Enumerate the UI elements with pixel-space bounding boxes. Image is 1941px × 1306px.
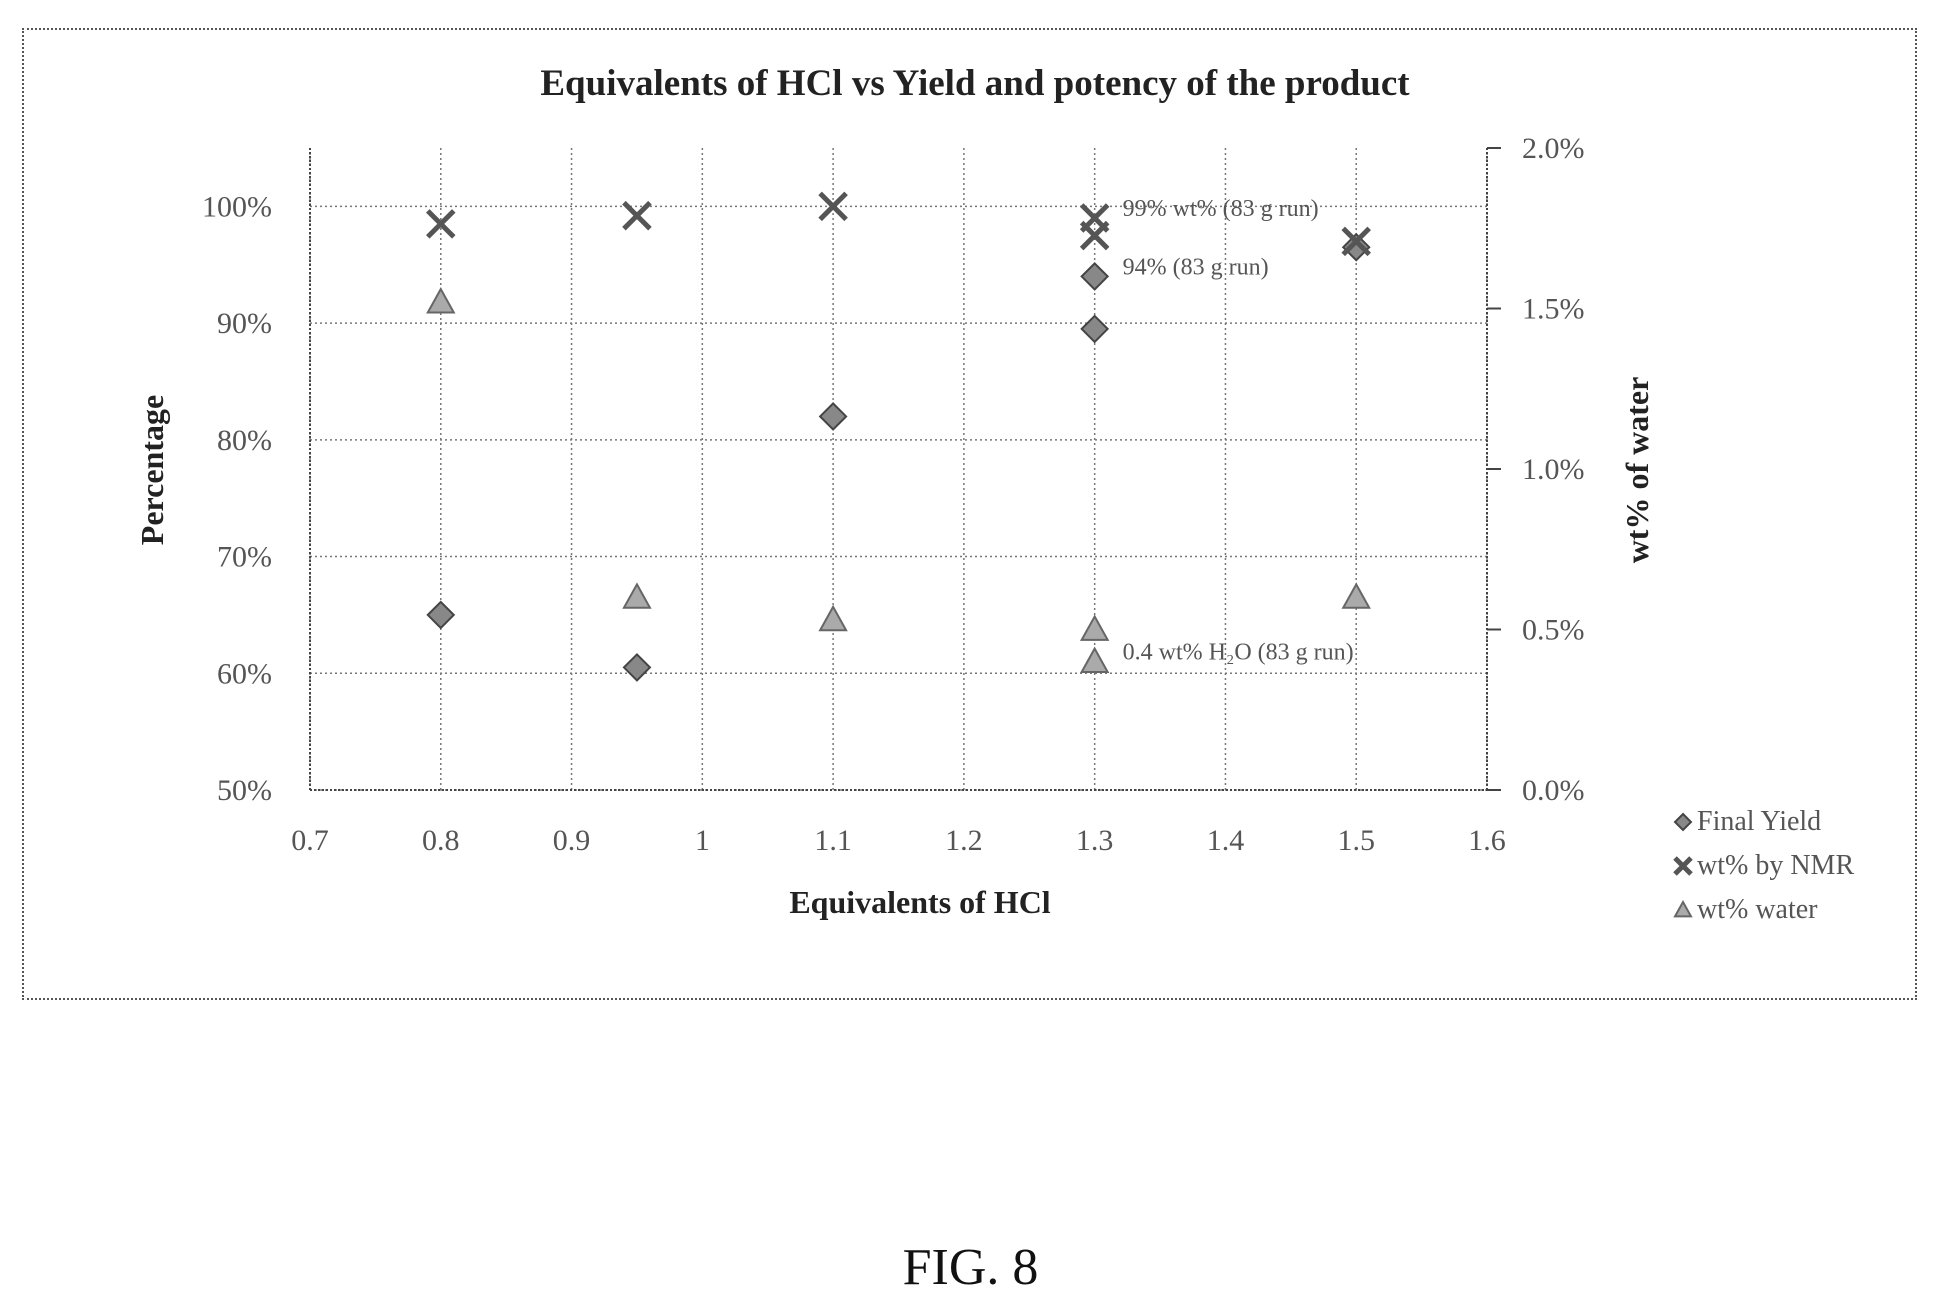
data-point-cross [818,191,848,222]
data-point-cross [1341,226,1371,257]
legend-entry: wt% by NMR [1697,850,1854,881]
data-point-triangle [818,604,848,632]
chart-frame [22,28,1917,1000]
legend-marker-triangle [1673,899,1693,918]
x-axis-label: Equivalents of HCl [789,884,1050,920]
legend-marker-diamond [1673,812,1693,832]
y-tick-label: 50% [217,774,272,807]
legend-entry: Final Yield [1697,806,1821,837]
y-tick-label: 100% [202,190,272,223]
data-point-triangle [622,582,652,609]
y-tick-label: 80% [217,424,272,457]
y2-tick-label: 0.0% [1522,774,1585,807]
data-point-cross [1079,203,1110,233]
data-point-cross [426,209,456,239]
data-point-triangle [1079,614,1110,641]
y2-tick-label: 2.0% [1522,132,1585,165]
data-point-diamond [426,600,456,630]
chart-title: Equivalents of HCl vs Yield and potency … [540,63,1410,104]
data-point-diamond [622,653,652,682]
x-tick-label: 1.5 [1337,824,1375,857]
x-tick-label: 0.8 [422,824,460,857]
legend-marker-cross [1673,856,1693,876]
y2-axis-label: wt% of water [1619,377,1655,564]
x-tick-label: 1.4 [1207,824,1245,857]
y-tick-label: 90% [217,307,272,340]
data-point-triangle [1341,582,1371,609]
data-point-diamond [1341,232,1371,262]
x-tick-label: 1.1 [814,824,852,857]
x-tick-label: 0.7 [291,824,329,857]
x-tick-label: 1.2 [945,824,983,857]
data-point-triangle [426,287,456,314]
y2-tick-label: 0.5% [1522,614,1585,647]
x-tick-label: 1 [695,824,710,857]
x-tick-label: 1.6 [1468,824,1506,857]
data-point-diamond [818,402,848,431]
x-tick-label: 1.3 [1076,824,1114,857]
data-point-triangle [1079,646,1110,673]
x-tick-label: 0.9 [553,824,591,857]
legend-entry: wt% water [1697,894,1818,925]
data-annotation: 94% (83 g run) [1123,254,1269,280]
y-tick-label: 60% [217,657,272,690]
y2-tick-label: 1.0% [1522,453,1585,486]
data-point-diamond [1080,314,1110,344]
y-axis-label: Percentage [134,395,170,545]
data-point-cross [622,200,652,231]
data-annotation: 99% wt% (83 g run) [1123,196,1319,222]
y-tick-label: 70% [217,541,272,574]
figure-label: FIG. 8 [902,1239,1039,1296]
data-point-diamond [1080,261,1110,291]
y2-tick-label: 1.5% [1522,293,1585,326]
data-annotation: 0.4 wt% H₂O (83 g run) [1123,640,1354,666]
